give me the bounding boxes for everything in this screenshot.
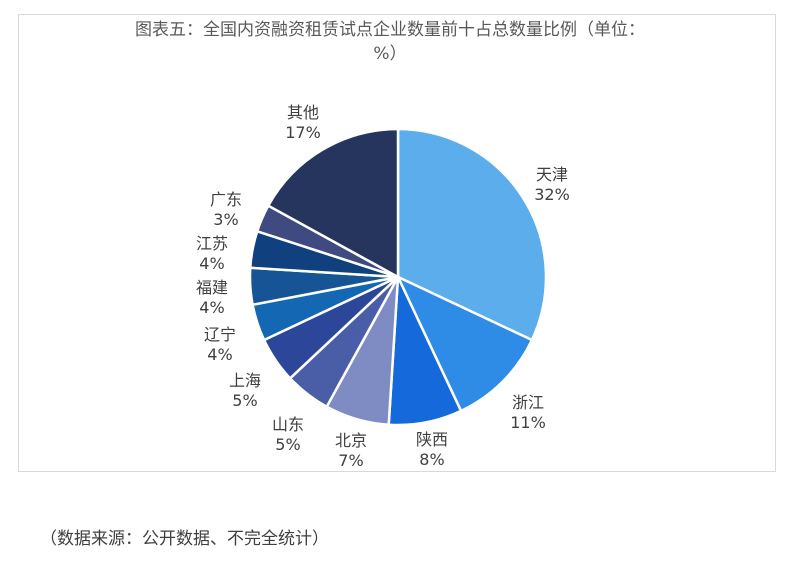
pie-label-value: 5% [275, 435, 300, 454]
pie-label-value: 4% [199, 254, 224, 273]
pie-label-name: 上海 [229, 371, 261, 390]
pie-label-value: 5% [232, 391, 257, 410]
pie-label-value: 3% [213, 210, 238, 229]
pie-label-name: 辽宁 [204, 325, 236, 344]
pie-label-name: 其他 [287, 103, 319, 122]
pie-label-value: 7% [338, 451, 363, 470]
pie-label-name: 广东 [210, 190, 242, 209]
pie-slice-天津 [396, 127, 548, 342]
pie-label-value: 11% [510, 413, 546, 432]
pie-slices [248, 127, 548, 427]
data-source-note: （数据来源：公开数据、不完全统计） [40, 529, 329, 549]
pie-label-value: 4% [199, 298, 224, 317]
chart-title-line-1: 图表五：全国内资融资租赁试点企业数量前十占总数量比例（单位： [135, 20, 645, 40]
pie-slice-其他 [267, 127, 400, 279]
pie-label-name: 陕西 [416, 430, 448, 449]
pie-label-value: 8% [419, 450, 444, 469]
pie-label-name: 福建 [196, 278, 228, 297]
pie-label-value: 32% [534, 185, 570, 204]
pie-slice-浙江 [396, 275, 534, 413]
chart-title-line-2: %） [373, 44, 407, 64]
pie-label-name: 山东 [272, 415, 304, 434]
pie-label-value: 17% [285, 123, 321, 142]
pie-label-name: 江苏 [196, 234, 228, 253]
chart-title: 图表五：全国内资融资租赁试点企业数量前十占总数量比例（单位： %） [80, 18, 700, 66]
pie-label-name: 北京 [335, 431, 367, 450]
pie-label-name: 天津 [536, 165, 568, 184]
pie-labels: 天津32%浙江11%陕西8%北京7%山东5%上海5%辽宁4%福建4%江苏4%广东… [196, 103, 570, 470]
pie-label-value: 4% [207, 345, 232, 364]
pie-label-name: 浙江 [512, 393, 544, 412]
